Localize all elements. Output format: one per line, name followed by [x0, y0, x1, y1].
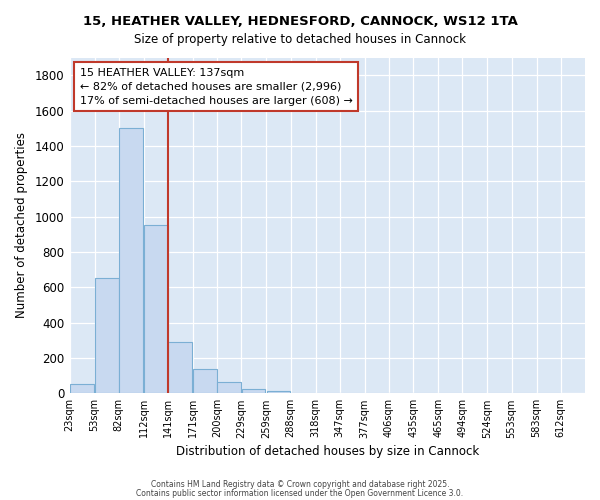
Bar [70, 384, 94, 394]
Bar [95, 278, 119, 394]
X-axis label: Distribution of detached houses by size in Cannock: Distribution of detached houses by size … [176, 444, 479, 458]
Text: Size of property relative to detached houses in Cannock: Size of property relative to detached ho… [134, 32, 466, 46]
Bar [119, 128, 143, 394]
Bar [266, 390, 290, 394]
Bar [168, 342, 192, 394]
Y-axis label: Number of detached properties: Number of detached properties [15, 132, 28, 318]
Text: 15 HEATHER VALLEY: 137sqm
← 82% of detached houses are smaller (2,996)
17% of se: 15 HEATHER VALLEY: 137sqm ← 82% of detac… [80, 68, 353, 106]
Bar [242, 389, 265, 394]
Bar [144, 226, 168, 394]
Text: Contains HM Land Registry data © Crown copyright and database right 2025.: Contains HM Land Registry data © Crown c… [151, 480, 449, 489]
Bar [193, 370, 217, 394]
Text: 15, HEATHER VALLEY, HEDNESFORD, CANNOCK, WS12 1TA: 15, HEATHER VALLEY, HEDNESFORD, CANNOCK,… [83, 15, 517, 28]
Text: Contains public sector information licensed under the Open Government Licence 3.: Contains public sector information licen… [136, 488, 464, 498]
Bar [217, 382, 241, 394]
